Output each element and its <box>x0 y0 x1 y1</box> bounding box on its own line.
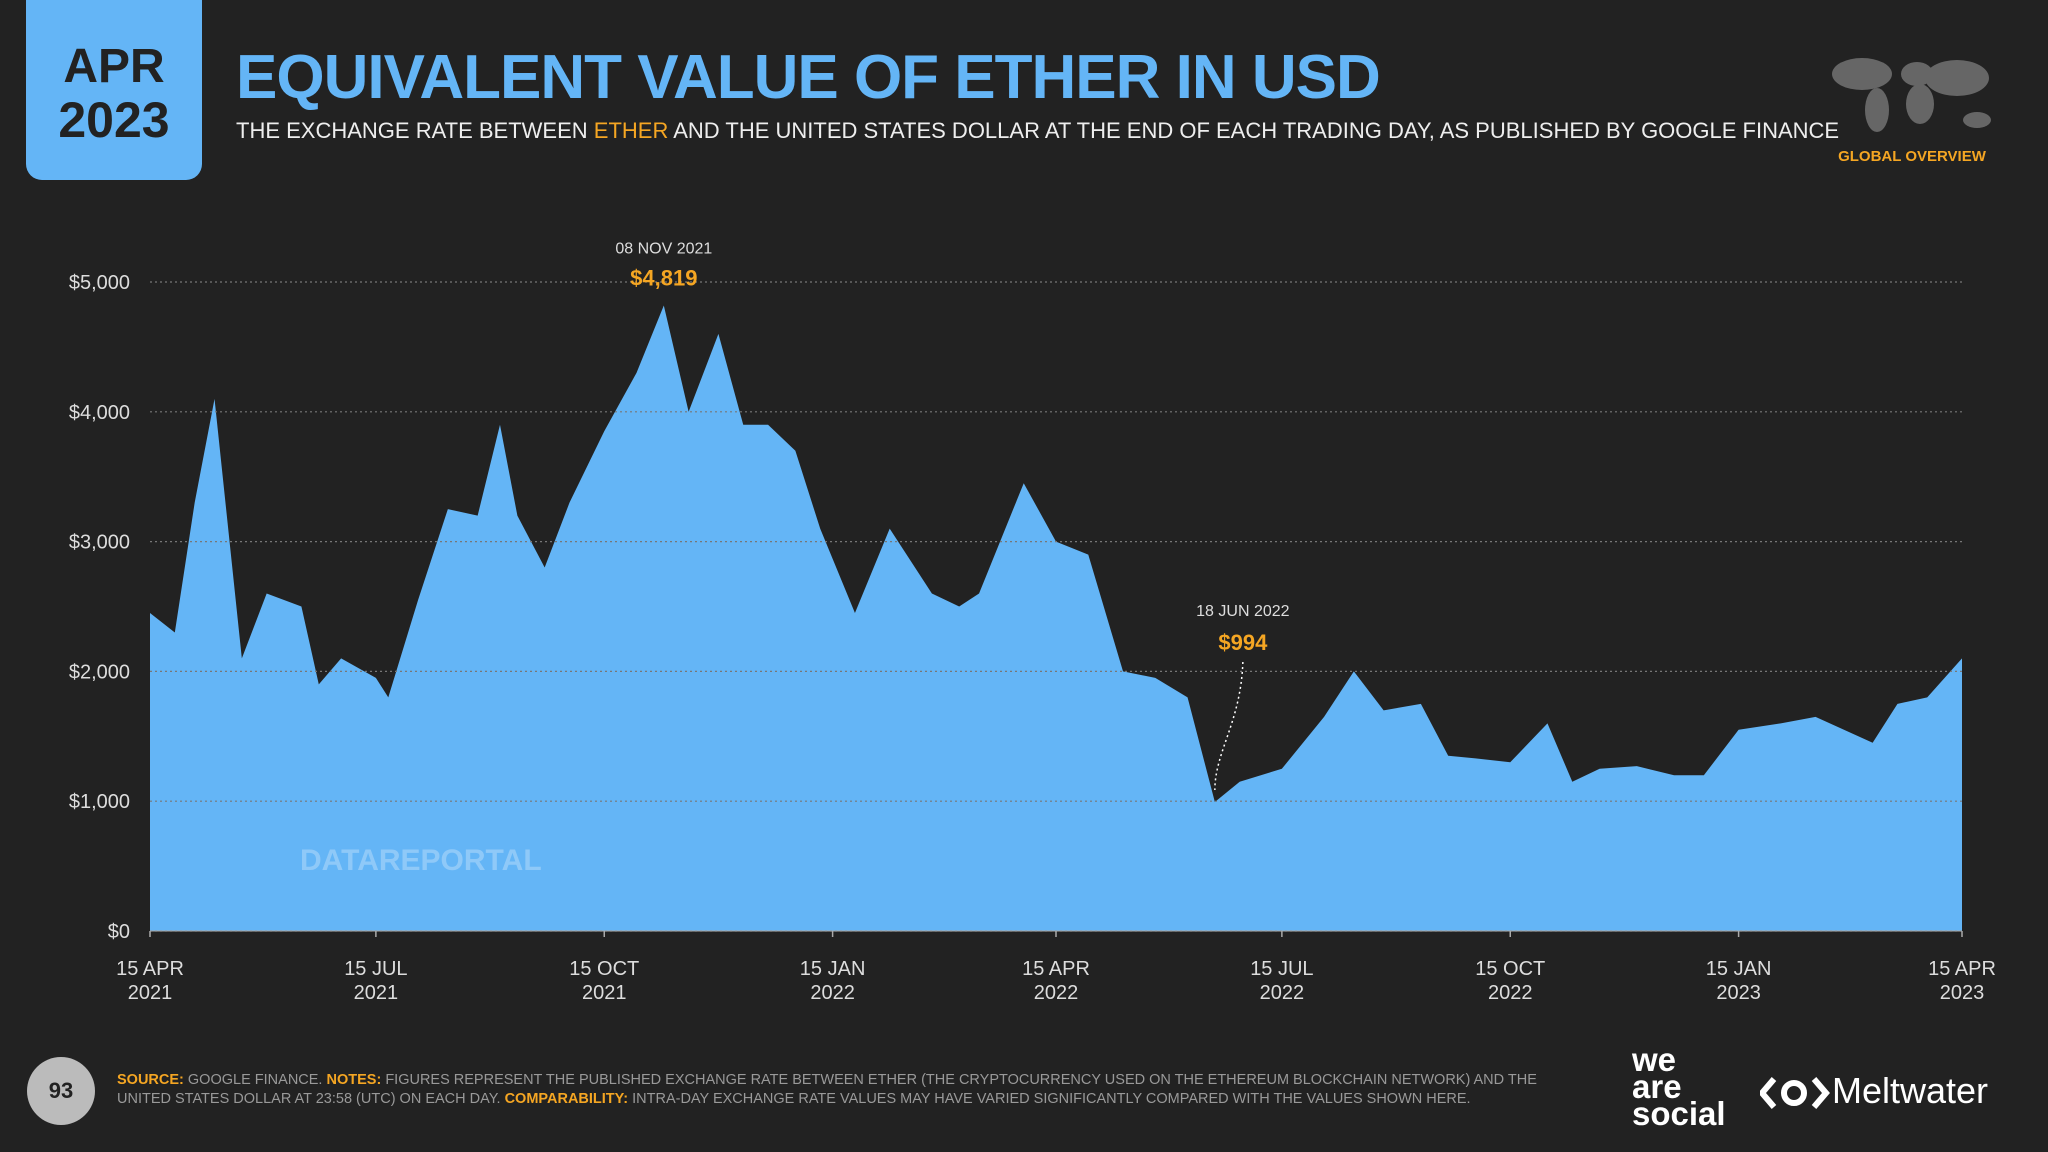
footnote-text: INTRA-DAY EXCHANGE RATE VALUES MAY HAVE … <box>632 1091 1471 1107</box>
x-tick-label: 15 OCT 2021 <box>569 958 640 1004</box>
area <box>150 305 1962 932</box>
y-tick-label: $4,000 <box>69 402 130 424</box>
y-tick-label: $2,000 <box>69 661 130 683</box>
annotation-value: $994 <box>1218 630 1268 655</box>
y-tick-label: $5,000 <box>69 272 130 294</box>
footnote-label: SOURCE: <box>117 1072 184 1088</box>
badge-month: APR <box>63 40 165 93</box>
annotation-leader <box>1214 661 1244 790</box>
footnote-label: COMPARABILITY: <box>504 1091 629 1107</box>
annotation-date: 18 JUN 2022 <box>1196 603 1289 620</box>
y-tick-label: $1,000 <box>69 791 130 813</box>
page-number: 93 <box>27 1057 95 1125</box>
x-tick-label: 15 JAN 2022 <box>799 958 866 1004</box>
x-tick-label: 15 APR 2023 <box>1928 958 1996 1004</box>
world-map <box>1832 58 1991 132</box>
footnote-text: FIGURES REPRESENT THE PUBLISHED EXCHANGE… <box>117 1072 1537 1107</box>
x-tick-label: 15 APR 2021 <box>116 958 184 1004</box>
title: EQUIVALENT VALUE OF ETHER IN USD <box>236 43 1381 112</box>
x-tick-label: 15 JUL 2022 <box>1250 958 1314 1004</box>
meltwater-icon <box>1760 1077 1830 1109</box>
brand-logo: we are social <box>1632 1041 1726 1132</box>
brand-text: are <box>1632 1068 1682 1105</box>
date-badge: APR 2023 <box>26 0 202 180</box>
watermark: DATAREPORTAL <box>300 844 542 877</box>
footnote-text: GOOGLE FINANCE. <box>187 1072 323 1088</box>
y-tick-label: $3,000 <box>69 532 130 554</box>
footnote-label: NOTES: <box>326 1072 382 1088</box>
x-tick-label: 15 APR 2022 <box>1022 958 1090 1004</box>
y-tick-label: $0 <box>108 921 130 943</box>
x-tick-label: 15 OCT 2022 <box>1475 958 1546 1004</box>
footnote: SOURCE: GOOGLE FINANCE. NOTES: FIGURES R… <box>117 1071 1577 1109</box>
subtitle-text: THE EXCHANGE RATE BETWEEN <box>236 118 588 143</box>
brand-text: we <box>1632 1041 1677 1078</box>
x-tick-label: 15 JUL 2021 <box>344 958 408 1004</box>
x-tick-label: 15 JAN 2023 <box>1705 958 1772 1004</box>
annotation-date: 08 NOV 2021 <box>615 240 712 257</box>
annotation-value: $4,819 <box>630 265 697 290</box>
subtitle-highlight: ETHER <box>593 118 669 143</box>
subtitle-text: AND THE UNITED STATES DOLLAR AT THE END … <box>673 118 1840 143</box>
brand-logo: Meltwater <box>1832 1070 1989 1111</box>
brand-text: social <box>1632 1095 1726 1132</box>
section-label: GLOBAL OVERVIEW <box>1838 148 1986 165</box>
badge-year: 2023 <box>58 92 170 148</box>
subtitle: THE EXCHANGE RATE BETWEEN ETHER AND THE … <box>236 118 1839 144</box>
